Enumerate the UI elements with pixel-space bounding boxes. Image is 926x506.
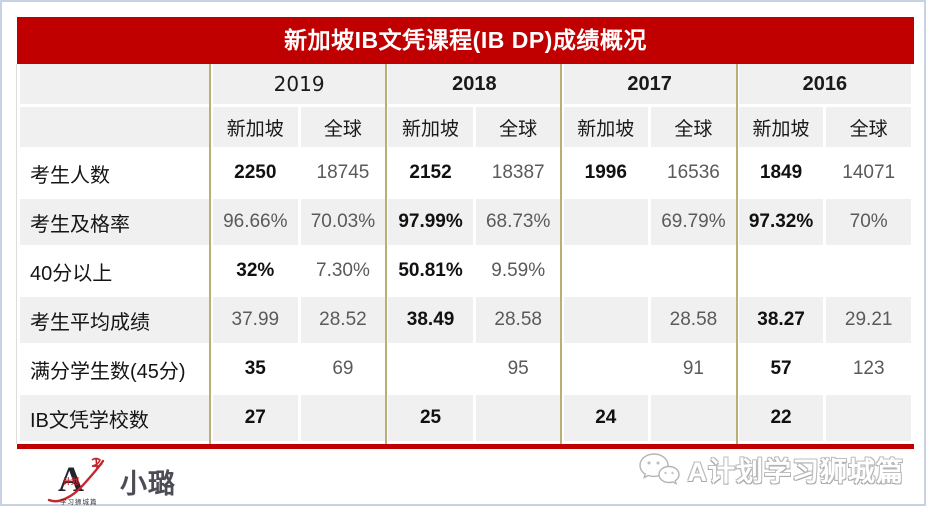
table-cell: 1849 (738, 150, 824, 196)
a-plan-logo-icon: A 计划 学习狮城篇 (47, 457, 105, 506)
table-cell: 28.58 (475, 297, 561, 343)
table-cell: 9.59% (475, 248, 561, 294)
row-label: 考生人数 (20, 150, 210, 196)
footer: A 计划 学习狮城篇 小璐 A计划学习狮城篇 (2, 452, 926, 506)
table-cell: 97.99% (388, 199, 473, 245)
table-cell: 35 (213, 346, 298, 392)
table-cell: 18387 (475, 150, 561, 196)
table-row: 考生人数 2250 18745 2152 18387 1996 16536 1849 14071 (20, 150, 911, 196)
logo-tagline-text: 学习狮城篇 (60, 497, 98, 506)
column-group-divider (736, 64, 738, 444)
table-cell: 70.03% (300, 199, 386, 245)
table-title: 新加坡IB文凭课程(IB DP)成绩概况 (17, 17, 914, 64)
table-cell (563, 248, 649, 294)
column-group-divider (560, 64, 562, 444)
table-cell (651, 395, 736, 441)
region-header-singapore: 新加坡 (738, 107, 824, 147)
region-header-singapore: 新加坡 (213, 107, 298, 147)
region-header-global: 全球 (826, 107, 911, 147)
row-label: 考生及格率 (20, 199, 210, 245)
table-row: 满分学生数(45分) 35 69 95 91 57 123 (20, 346, 911, 392)
table-cell: 32% (213, 248, 298, 294)
row-label: 40分以上 (20, 248, 210, 294)
row-label: IB文凭学校数 (20, 395, 210, 441)
year-header-2016: 2016 (738, 64, 911, 104)
table-cell (651, 248, 736, 294)
table-cell: 28.58 (651, 297, 736, 343)
row-label: 满分学生数(45分) (20, 346, 210, 392)
table-cell (475, 395, 561, 441)
table-cell: 68.73% (475, 199, 561, 245)
table-cell: 25 (388, 395, 473, 441)
table-title-text: 新加坡IB文凭课程(IB DP)成绩概况 (284, 27, 647, 53)
results-table-wrap: 2019 2018 2017 2016 新加坡 全球 新加坡 全球 新加坡 全球… (16, 61, 914, 444)
table-left-border (16, 64, 17, 444)
table-cell: 123 (826, 346, 911, 392)
year-header-2017: 2017 (563, 64, 736, 104)
logo-plan-text: 计划 (63, 476, 79, 486)
table-cell (738, 248, 824, 294)
publisher-name: 小璐 (120, 468, 176, 499)
publisher-logo-block: A 计划 学习狮城篇 小璐 (46, 456, 176, 506)
table-cell: 91 (651, 346, 736, 392)
table-cell: 1996 (563, 150, 649, 196)
table-cell: 69 (300, 346, 386, 392)
table-cell: 57 (738, 346, 824, 392)
region-header-global: 全球 (300, 107, 386, 147)
table-cell: 18745 (300, 150, 386, 196)
bottom-accent-line (17, 444, 914, 449)
table-cell: 97.32% (738, 199, 824, 245)
region-header-singapore: 新加坡 (388, 107, 473, 147)
wechat-icon (638, 452, 680, 485)
table-cell (563, 297, 649, 343)
table-cell: 38.49 (388, 297, 473, 343)
table-cell (826, 248, 911, 294)
year-header-row: 2019 2018 2017 2016 (20, 64, 911, 104)
table-cell: 50.81% (388, 248, 473, 294)
year-header-2018: 2018 (388, 64, 561, 104)
article-body: 新加坡IB文凭课程(IB DP)成绩概况 2019 2018 2017 2016… (16, 17, 914, 449)
table-cell (563, 199, 649, 245)
table-row: IB文凭学校数 27 25 24 22 (20, 395, 911, 441)
table-cell: 29.21 (826, 297, 911, 343)
column-group-divider (209, 64, 211, 444)
column-group-divider (385, 64, 387, 444)
table-cell (300, 395, 386, 441)
table-cell (563, 346, 649, 392)
corner-cell (20, 64, 210, 104)
table-cell: 27 (213, 395, 298, 441)
table-cell: 69.79% (651, 199, 736, 245)
region-header-row: 新加坡 全球 新加坡 全球 新加坡 全球 新加坡 全球 (20, 107, 911, 147)
table-row: 考生及格率 96.66% 70.03% 97.99% 68.73% 69.79% 97.32… (20, 199, 911, 245)
logo-red-seal (91, 457, 103, 469)
table-cell: 28.52 (300, 297, 386, 343)
row-label: 考生平均成绩 (20, 297, 210, 343)
region-header-global: 全球 (651, 107, 736, 147)
table-cell (826, 395, 911, 441)
table-cell: 37.99 (213, 297, 298, 343)
table-cell: 16536 (651, 150, 736, 196)
table-cell: 22 (738, 395, 824, 441)
table-cell: 95 (475, 346, 561, 392)
table-row: 考生平均成绩 37.99 28.52 38.49 28.58 28.58 38.27 29.2… (20, 297, 911, 343)
year-header-2019: 2019 (213, 64, 386, 104)
table-cell: 70% (826, 199, 911, 245)
table-cell: 7.30% (300, 248, 386, 294)
table-cell: 24 (563, 395, 649, 441)
svg-text:A: A (58, 459, 84, 499)
corner-cell (20, 107, 210, 147)
region-header-global: 全球 (475, 107, 561, 147)
table-cell (388, 346, 473, 392)
table-cell: 2250 (213, 150, 298, 196)
table-cell: 96.66% (213, 199, 298, 245)
table-row: 40分以上 32% 7.30% 50.81% 9.59% (20, 248, 911, 294)
table-cell: 14071 (826, 150, 911, 196)
table-cell: 2152 (388, 150, 473, 196)
results-table: 2019 2018 2017 2016 新加坡 全球 新加坡 全球 新加坡 全球… (17, 61, 914, 444)
region-header-singapore: 新加坡 (563, 107, 649, 147)
table-cell: 38.27 (738, 297, 824, 343)
wechat-watermark: A计划学习狮城篇 (638, 450, 905, 489)
watermark-text: A计划学习狮城篇 (687, 457, 904, 487)
